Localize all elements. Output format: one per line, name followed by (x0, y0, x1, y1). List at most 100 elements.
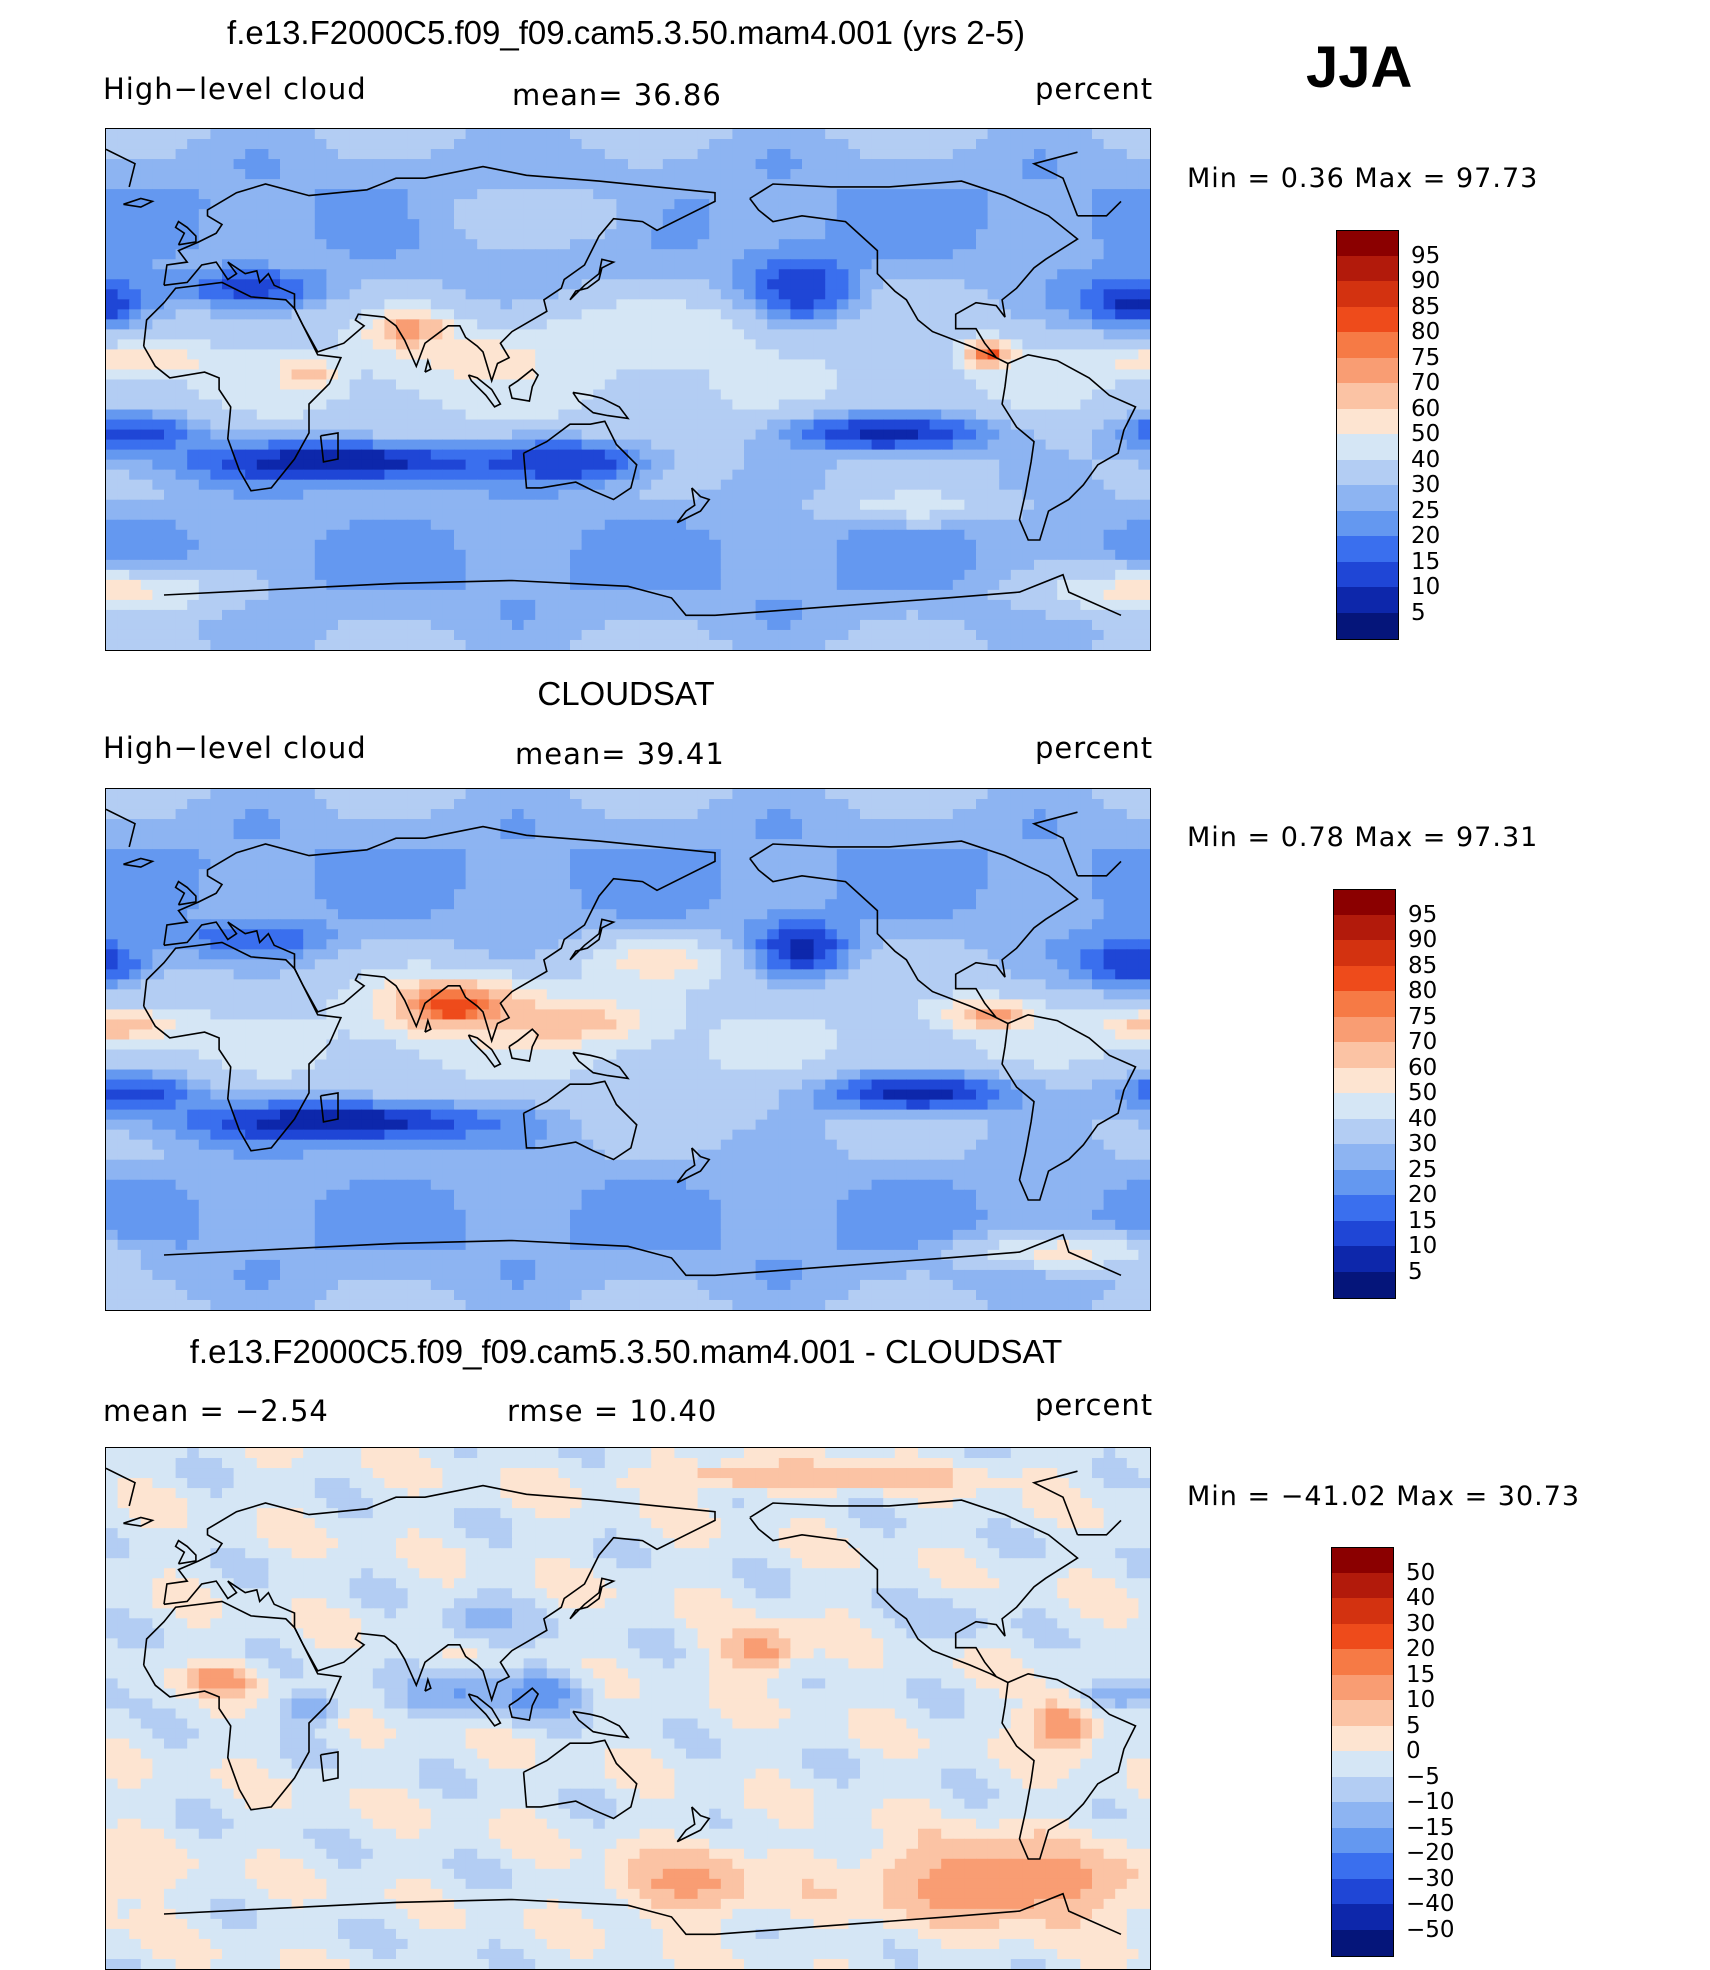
heatmap-cell (477, 189, 489, 200)
heatmap-cell (616, 550, 628, 561)
heatmap-cell (315, 620, 327, 631)
heatmap-cell (721, 480, 733, 491)
heatmap-cell (500, 149, 512, 160)
heatmap-cell (268, 229, 280, 240)
heatmap-cell (1127, 440, 1139, 451)
heatmap-cell (918, 159, 930, 170)
heatmap-cell (477, 600, 489, 611)
heatmap-cell (535, 560, 547, 571)
heatmap-cell (234, 480, 246, 491)
heatmap-cell (790, 169, 802, 180)
heatmap-cell (744, 809, 756, 820)
heatmap-cell (454, 620, 466, 631)
heatmap-cell (698, 420, 710, 431)
heatmap-cell (1138, 510, 1150, 521)
heatmap-cell (210, 319, 222, 330)
heatmap-cell (872, 379, 884, 390)
heatmap-cell (164, 359, 176, 370)
heatmap-cell (744, 369, 756, 380)
heatmap-cell (860, 400, 872, 411)
heatmap-cell (106, 430, 118, 441)
colorbar-tick-label: 25 (1411, 498, 1440, 524)
heatmap-cell (1057, 379, 1069, 390)
heatmap-cell (593, 209, 605, 220)
heatmap-cell (303, 620, 315, 631)
heatmap-cell (1127, 460, 1139, 471)
heatmap-cell (350, 560, 362, 571)
heatmap-cell (895, 620, 907, 631)
heatmap-cell (918, 630, 930, 641)
heatmap-cell (883, 139, 895, 150)
heatmap-cell (396, 369, 408, 380)
heatmap-cell (419, 420, 431, 431)
heatmap-cell (1092, 249, 1104, 260)
heatmap-cell (384, 610, 396, 621)
heatmap-cell (964, 129, 976, 140)
heatmap-cell (361, 570, 373, 581)
heatmap-cell (176, 480, 188, 491)
heatmap-cell (825, 799, 837, 810)
heatmap-cell (1046, 339, 1058, 350)
heatmap-cell (709, 590, 721, 601)
heatmap-cell (628, 159, 640, 170)
heatmap-cell (210, 450, 222, 461)
heatmap-cell (744, 219, 756, 230)
heatmap-cell (837, 500, 849, 511)
heatmap-cell (698, 309, 710, 320)
heatmap-cell (118, 229, 130, 240)
heatmap-cell (524, 500, 536, 511)
heatmap-cell (1034, 400, 1046, 411)
heatmap-cell (825, 490, 837, 501)
heatmap-cell (721, 510, 733, 521)
heatmap-cell (825, 279, 837, 290)
heatmap-cell (1115, 510, 1127, 521)
heatmap-cell (396, 269, 408, 280)
heatmap-cell (222, 139, 234, 150)
heatmap-cell (837, 610, 849, 621)
heatmap-cell (941, 379, 953, 390)
heatmap-cell (582, 369, 594, 380)
heatmap-cell (976, 560, 988, 571)
heatmap-cell (1034, 570, 1046, 581)
heatmap-cell (1046, 630, 1058, 641)
heatmap-cell (906, 420, 918, 431)
heatmap-cell (547, 209, 559, 220)
heatmap-cell (1057, 209, 1069, 220)
heatmap-cell (895, 400, 907, 411)
heatmap-cell (303, 480, 315, 491)
heatmap-cell (930, 349, 942, 360)
heatmap-cell (396, 460, 408, 471)
heatmap-cell (883, 359, 895, 370)
heatmap-cell (1057, 369, 1069, 380)
heatmap-cell (848, 379, 860, 390)
heatmap-cell (930, 139, 942, 150)
heatmap-cell (222, 809, 234, 820)
heatmap-cell (802, 520, 814, 531)
heatmap-cell (1104, 789, 1116, 800)
heatmap-cell (396, 520, 408, 531)
heatmap-cell (582, 520, 594, 531)
heatmap-cell (118, 430, 130, 441)
heatmap-cell (976, 610, 988, 621)
heatmap-cell (419, 470, 431, 481)
heatmap-cell (477, 620, 489, 631)
heatmap-cell (872, 229, 884, 240)
heatmap-cell (1138, 369, 1150, 380)
heatmap-cell (234, 219, 246, 230)
heatmap-cell (512, 570, 524, 581)
heatmap-cell (199, 570, 211, 581)
heatmap-cell (1104, 580, 1116, 591)
heatmap-cell (234, 379, 246, 390)
heatmap-cell (651, 390, 663, 401)
heatmap-cell (593, 199, 605, 210)
heatmap-cell (558, 540, 570, 551)
heatmap-cell (790, 129, 802, 140)
heatmap-cell (964, 520, 976, 531)
heatmap-cell (547, 400, 559, 411)
heatmap-cell (628, 349, 640, 360)
heatmap-cell (1022, 289, 1034, 300)
heatmap-cell (744, 570, 756, 581)
heatmap-cell (837, 249, 849, 260)
heatmap-cell (825, 530, 837, 541)
heatmap-cell (361, 169, 373, 180)
